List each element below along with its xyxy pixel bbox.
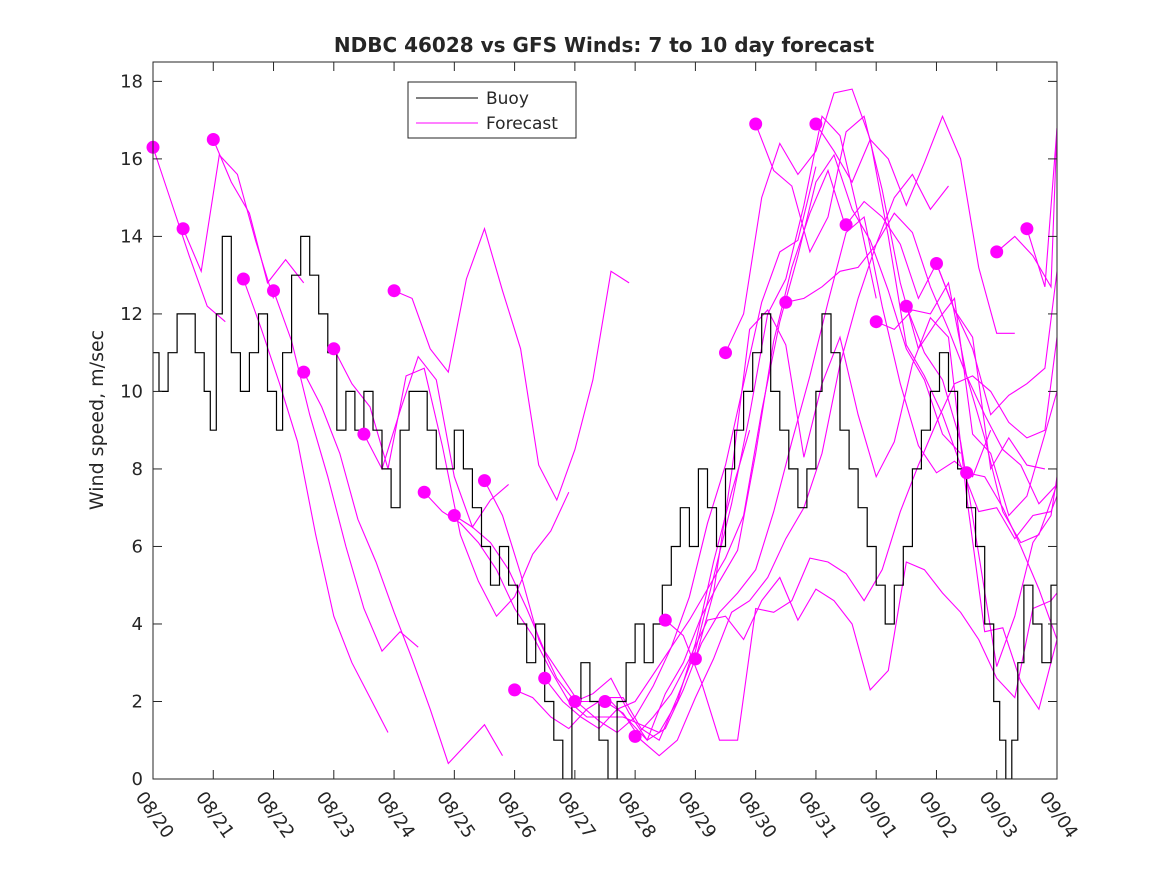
forecast-marker [357, 427, 371, 441]
buoy-line [153, 235, 1057, 779]
y-axis-ticks: 0 2 4 6 8 10 12 14 16 18 [120, 71, 1057, 790]
y-tick-label: 12 [120, 304, 143, 325]
forecast-line [153, 147, 226, 323]
forecast-line [875, 281, 1057, 505]
forecast-marker [478, 474, 491, 488]
forecast-line [454, 166, 817, 734]
forecast-marker [176, 222, 190, 236]
forecast-marker [719, 346, 732, 360]
forecast-marker [1020, 222, 1034, 236]
y-tick-label: 14 [120, 226, 143, 247]
forecast-line [996, 127, 1057, 289]
forecast-marker [598, 695, 612, 708]
forecast-line [303, 371, 503, 765]
forecast-marker [930, 257, 943, 270]
forecast-marker [538, 671, 552, 685]
forecast-marker [688, 652, 702, 666]
legend-box [407, 81, 577, 139]
legend: Buoy Forecast [407, 81, 577, 139]
forecast-line [423, 430, 751, 734]
y-tick-label: 2 [132, 691, 143, 712]
forecast-marker [628, 729, 642, 743]
forecast-marker [267, 284, 280, 298]
buoy-step-line [153, 235, 1057, 779]
forecast-line [664, 337, 1057, 741]
forecast-marker [839, 218, 853, 232]
forecast-line [755, 115, 1057, 517]
y-tick-label: 8 [132, 459, 143, 480]
y-tick-label: 4 [132, 614, 143, 635]
forecast-lines [153, 88, 1057, 765]
forecast-marker [899, 299, 913, 313]
y-tick-label: 18 [120, 71, 143, 92]
forecast-marker [447, 509, 461, 522]
forecast-marker [387, 284, 401, 298]
forecast-marker [809, 117, 823, 131]
y-tick-label: 10 [120, 381, 143, 402]
forecast-line [212, 139, 305, 285]
y-tick-label: 0 [132, 769, 143, 790]
forecast-line [1026, 127, 1057, 287]
forecast-line [363, 355, 509, 529]
forecast-marker [508, 683, 522, 697]
legend-buoy-label: Buoy [486, 89, 529, 109]
forecast-line [634, 561, 1057, 737]
forecast-marker [990, 245, 1004, 259]
legend-forecast-label: Forecast [486, 114, 558, 134]
plot-frame [152, 61, 1058, 780]
forecast-line [815, 114, 1015, 334]
forecast-line [966, 472, 1057, 640]
forecast-line [514, 115, 877, 742]
forecast-marker [236, 272, 250, 286]
forecast-marker [779, 295, 793, 309]
forecast-marker [960, 466, 974, 480]
forecast-marker [749, 117, 763, 131]
forecast-line [544, 153, 962, 730]
forecast-line [694, 309, 1057, 711]
forecast-line [272, 290, 419, 653]
forecast-line [935, 263, 1057, 416]
forecast-marker [869, 315, 883, 329]
y-tick-label: 16 [120, 149, 143, 170]
forecast-marker [417, 485, 431, 499]
forecast-marker [327, 342, 341, 356]
forecast-line [393, 226, 630, 502]
forecast-line [604, 212, 1057, 757]
y-tick-label: 6 [132, 536, 143, 557]
chart-title: NDBC 46028 vs GFS Winds: 7 to 10 day for… [334, 33, 875, 57]
forecast-marker [297, 365, 311, 379]
forecast-line [725, 88, 1057, 540]
forecast-start-markers [146, 117, 1034, 743]
forecast-marker [206, 133, 220, 146]
forecast-line [905, 306, 1057, 667]
forecast-marker [658, 613, 672, 627]
forecast-marker [568, 695, 582, 708]
y-axis-label: Wind speed, m/sec [86, 330, 108, 510]
forecast-line [785, 173, 949, 303]
